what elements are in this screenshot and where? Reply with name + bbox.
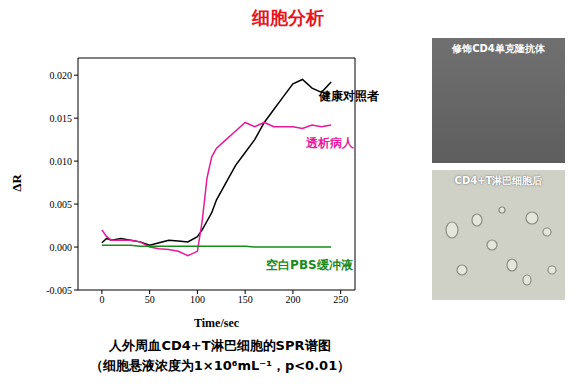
html-text:ΔR: ΔR <box>8 174 24 192</box>
svg-text:0.020: 0.020 <box>50 70 73 81</box>
svg-text:150: 150 <box>238 294 253 305</box>
svg-text:100: 100 <box>190 294 205 305</box>
html-text:（细胞悬液浓度为1×10⁶mL⁻¹，p<0.01）: （细胞悬液浓度为1×10⁶mL⁻¹，p<0.01） <box>89 358 351 373</box>
svg-text:0: 0 <box>99 294 104 305</box>
html-text:细胞分析: 细胞分析 <box>252 7 324 28</box>
html-text:CD4+T淋巴细胞后: CD4+T淋巴细胞后 <box>454 175 543 186</box>
svg-text:0.000: 0.000 <box>50 242 73 253</box>
svg-text:250: 250 <box>333 294 348 305</box>
svg-text:健康对照者: 健康对照者 <box>318 89 379 103</box>
html-text:修饰CD4单克隆抗体: 修饰CD4单克隆抗体 <box>452 43 545 54</box>
svg-text:空白PBS缓冲液: 空白PBS缓冲液 <box>266 258 354 272</box>
svg-text:0.010: 0.010 <box>50 156 73 167</box>
svg-text:0.005: 0.005 <box>50 199 73 210</box>
svg-text:200: 200 <box>285 294 300 305</box>
html-text:人外周血CD4+T淋巴细胞的SPR谱图: 人外周血CD4+T淋巴细胞的SPR谱图 <box>109 338 331 353</box>
svg-text:0.015: 0.015 <box>50 113 73 124</box>
svg-text:-0.005: -0.005 <box>46 285 72 296</box>
svg-text:50: 50 <box>145 294 155 305</box>
svg-text:透析病人: 透析病人 <box>305 136 355 150</box>
html-text:Time/sec: Time/sec <box>193 316 239 330</box>
